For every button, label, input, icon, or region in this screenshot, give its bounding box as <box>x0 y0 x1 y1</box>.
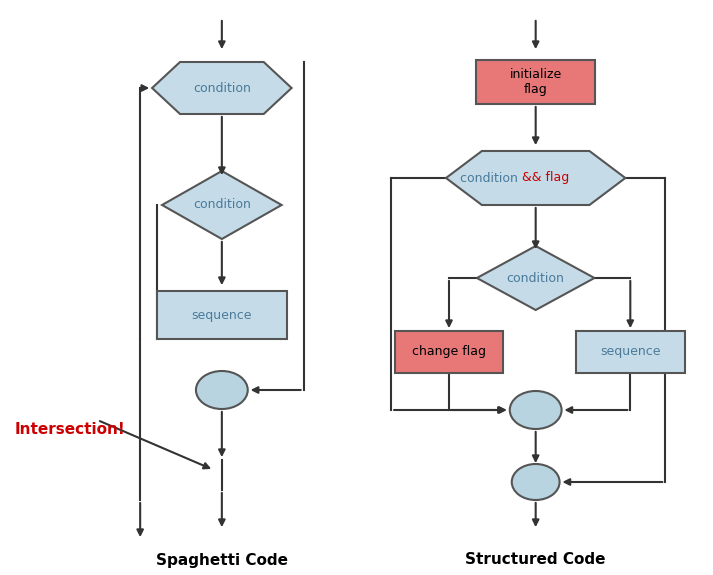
Text: condition: condition <box>193 198 251 212</box>
Text: condition: condition <box>460 171 522 185</box>
Text: Intersection!: Intersection! <box>15 423 125 438</box>
Text: condition: condition <box>193 82 251 94</box>
Text: Structured Code: Structured Code <box>466 553 606 568</box>
Ellipse shape <box>510 391 562 429</box>
Text: sequence: sequence <box>600 346 660 358</box>
FancyBboxPatch shape <box>476 60 595 104</box>
Text: Spaghetti Code: Spaghetti Code <box>156 553 288 568</box>
Polygon shape <box>446 151 625 205</box>
Text: sequence: sequence <box>192 309 252 321</box>
Ellipse shape <box>196 371 247 409</box>
Polygon shape <box>162 171 282 239</box>
Ellipse shape <box>512 464 560 500</box>
FancyBboxPatch shape <box>395 331 503 373</box>
Polygon shape <box>477 246 595 310</box>
Polygon shape <box>152 62 292 114</box>
Text: condition: condition <box>507 271 565 285</box>
Text: change flag: change flag <box>412 346 486 358</box>
Text: && flag: && flag <box>522 171 569 185</box>
FancyBboxPatch shape <box>575 331 685 373</box>
Text: flag: flag <box>524 83 548 97</box>
FancyBboxPatch shape <box>157 291 287 339</box>
Text: initialize: initialize <box>510 67 562 81</box>
